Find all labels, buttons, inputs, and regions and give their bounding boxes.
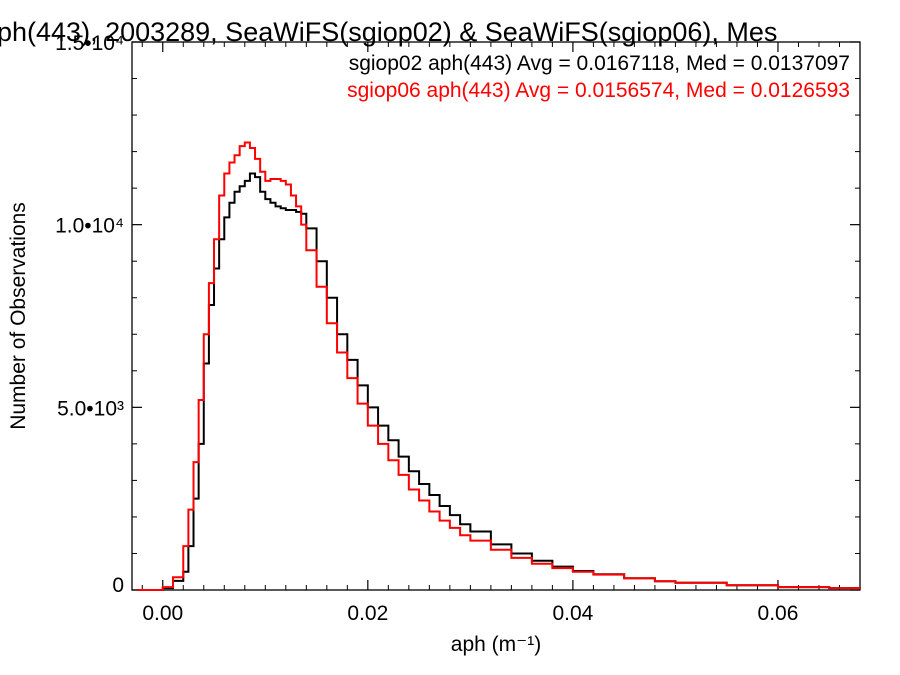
x-axis-label: aph (m⁻¹) (451, 633, 541, 656)
legend-entry-sgiop06: sgiop06 aph(443) Avg = 0.0156574, Med = … (347, 79, 850, 102)
y-tick-label: 5.0•10³ (57, 397, 124, 420)
x-tick-label: 0.04 (552, 602, 593, 625)
plot-frame (131, 41, 861, 591)
y-axis-label: Number of Observations (7, 202, 30, 430)
y-tick-label: 1.0•10⁴ (55, 215, 124, 238)
series-line-sgiop06 (137, 141, 861, 591)
legend-entry-sgiop02: sgiop02 aph(443) Avg = 0.0167118, Med = … (349, 52, 850, 75)
series-line-sgiop02 (137, 172, 861, 591)
y-tick-label: 1.5•10⁴ (55, 32, 124, 55)
x-axis-ticks: 0.00 0.02 0.04 0.06 (141, 42, 840, 625)
y-tick-label: 0 (112, 574, 124, 597)
y-axis-ticks: 0 5.0•10³ 1.0•10⁴ 1.5•10⁴ (55, 32, 860, 597)
x-tick-label: 0.00 (142, 602, 183, 625)
series-lines (137, 141, 861, 591)
x-tick-label: 0.06 (758, 602, 799, 625)
x-tick-label: 0.02 (347, 602, 388, 625)
